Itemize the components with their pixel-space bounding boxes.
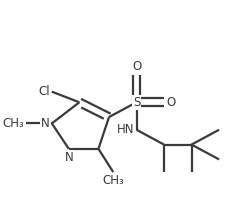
Text: O: O [131, 60, 140, 73]
Text: CH₃: CH₃ [3, 117, 24, 130]
Text: N: N [41, 117, 50, 130]
Text: CH₃: CH₃ [102, 174, 124, 187]
Text: O: O [165, 96, 175, 109]
Text: Cl: Cl [38, 85, 50, 98]
Text: N: N [64, 151, 73, 164]
Text: S: S [132, 96, 140, 109]
Text: HN: HN [116, 123, 134, 136]
